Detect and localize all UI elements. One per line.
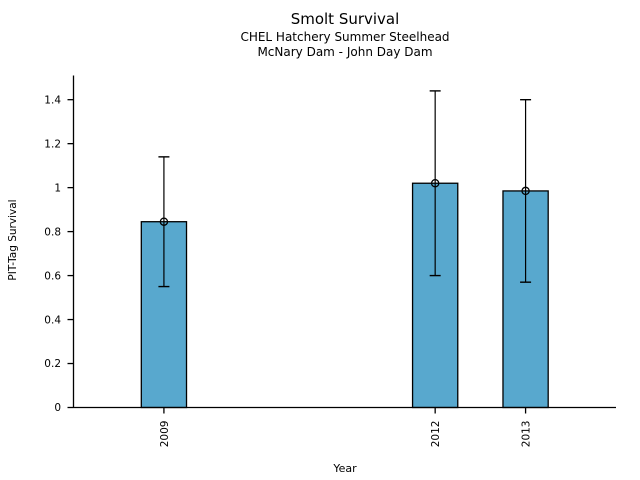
- y-tick-label: 0.8: [44, 226, 61, 238]
- chart-subtitle-line2: McNary Dam - John Day Dam: [257, 45, 433, 59]
- data-point-marker: [159, 217, 169, 226]
- data-point-marker: [521, 186, 530, 196]
- x-tick-label: 2009: [159, 421, 171, 448]
- y-tick-label: 0.2: [44, 358, 61, 370]
- chart-subtitle-line1: CHEL Hatchery Summer Steelhead: [240, 30, 450, 44]
- x-tick-label: 2013: [521, 421, 533, 448]
- y-tick-label: 0: [54, 402, 61, 414]
- y-tick-label: 0.6: [44, 270, 61, 282]
- x-tick-label: 2012: [430, 421, 442, 448]
- y-tick-label: 0.4: [44, 314, 61, 326]
- chart-title: Smolt Survival: [290, 10, 400, 28]
- y-tick-label: 1: [54, 182, 61, 194]
- y-tick-label: 1.2: [44, 138, 61, 150]
- y-tick-label: 1.4: [44, 94, 61, 106]
- data-point-marker: [430, 178, 440, 188]
- x-axis-label: Year: [333, 462, 357, 475]
